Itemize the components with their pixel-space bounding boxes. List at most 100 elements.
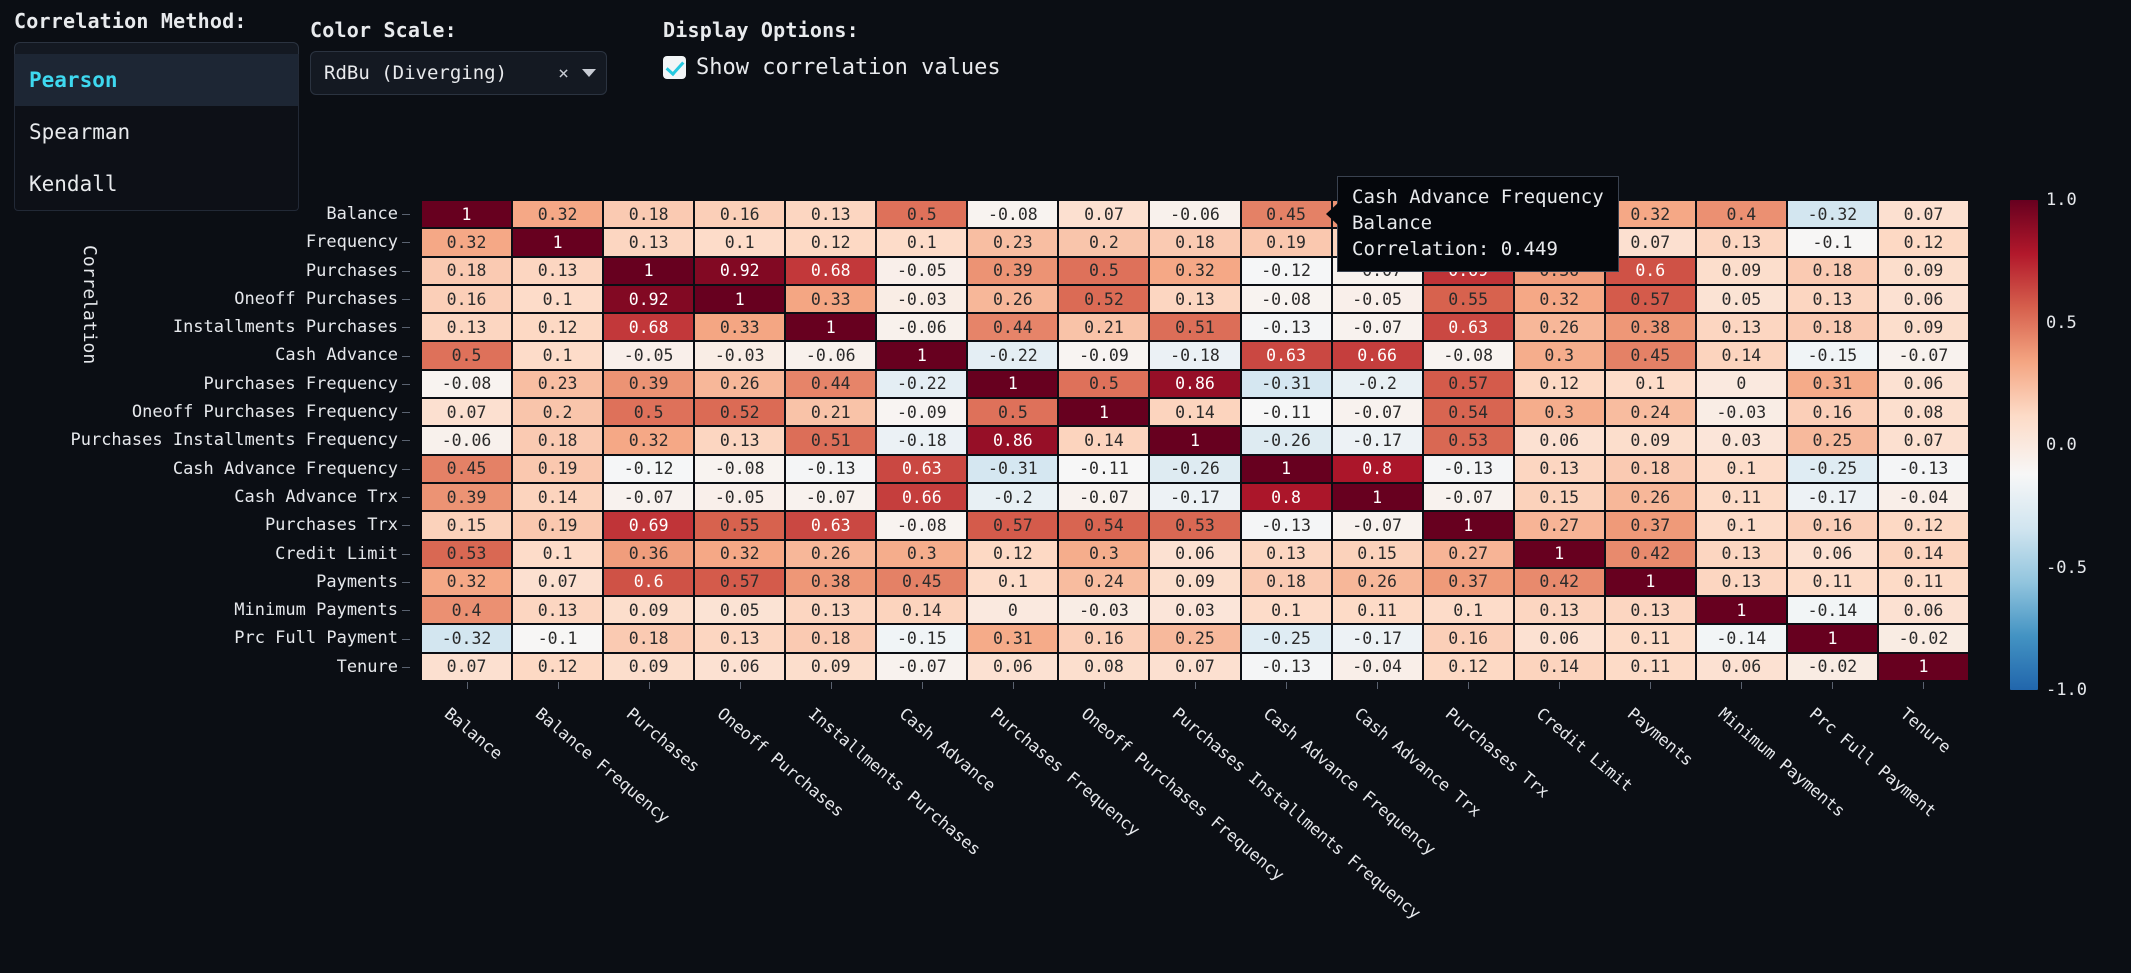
heatmap-cell[interactable]: -0.07 (1331, 511, 1423, 540)
heatmap-cell[interactable]: 0.26 (1331, 567, 1423, 597)
heatmap-cell[interactable]: -0.08 (876, 511, 968, 540)
heatmap-cell[interactable]: 0.57 (967, 511, 1059, 540)
heatmap-cell[interactable]: 0.13 (785, 596, 877, 625)
color-scale-select[interactable]: RdBu (Diverging) × (310, 51, 607, 95)
heatmap-cell[interactable]: -0.11 (1240, 398, 1332, 427)
heatmap-cell[interactable]: 0.06 (1786, 539, 1878, 568)
heatmap-cell[interactable]: 0.07 (1058, 200, 1150, 229)
heatmap-cell[interactable]: 0.14 (512, 482, 604, 512)
heatmap-cell[interactable]: 1 (1422, 511, 1514, 540)
heatmap-cell[interactable]: 0.05 (694, 596, 786, 625)
heatmap-cell[interactable]: 0.68 (785, 256, 877, 285)
heatmap-cell[interactable]: 0.3 (1513, 341, 1605, 370)
correlation-method-dropdown[interactable]: Pearson Spearman Kendall (14, 54, 299, 211)
heatmap-cell[interactable]: 0.07 (1149, 652, 1241, 681)
show-values-row[interactable]: Show correlation values (663, 55, 1001, 80)
heatmap-cell[interactable]: 0.11 (1877, 567, 1969, 597)
heatmap-cell[interactable]: -0.14 (1695, 624, 1787, 653)
heatmap-cell[interactable]: -0.26 (1240, 426, 1332, 455)
heatmap-cell[interactable]: 0.18 (1604, 454, 1696, 483)
heatmap-cell[interactable]: 0.36 (603, 539, 695, 568)
heatmap-cell[interactable]: 0.32 (1604, 200, 1696, 229)
heatmap-cell[interactable]: 1 (1240, 454, 1332, 483)
heatmap-cell[interactable]: 0.09 (603, 596, 695, 625)
heatmap-cell[interactable]: -0.17 (1149, 482, 1241, 512)
heatmap-cell[interactable]: -0.32 (1786, 200, 1878, 229)
heatmap-cell[interactable]: -0.12 (1240, 256, 1332, 285)
heatmap-cell[interactable]: 1 (694, 284, 786, 314)
heatmap-cell[interactable]: 0.32 (421, 567, 513, 597)
heatmap-cell[interactable]: 0.5 (876, 200, 968, 229)
heatmap-cell[interactable]: 0.12 (512, 313, 604, 342)
heatmap-cell[interactable]: -0.07 (1331, 313, 1423, 342)
heatmap-cell[interactable]: 1 (967, 369, 1059, 399)
heatmap-cell[interactable]: -0.08 (1240, 284, 1332, 314)
heatmap-cell[interactable]: 0.11 (1604, 652, 1696, 681)
heatmap-cell[interactable]: 0.5 (421, 341, 513, 370)
heatmap-cell[interactable]: 0.13 (1513, 596, 1605, 625)
heatmap-cell[interactable]: 0.66 (1331, 341, 1423, 370)
heatmap-cell[interactable]: 1 (876, 341, 968, 370)
heatmap-cell[interactable]: 0.4 (421, 596, 513, 625)
heatmap-cell[interactable]: 0.53 (421, 539, 513, 568)
heatmap-cell[interactable]: 0.07 (421, 652, 513, 681)
heatmap-cell[interactable]: 0.45 (876, 567, 968, 597)
heatmap-cell[interactable]: 1 (785, 313, 877, 342)
heatmap-cell[interactable]: 0.16 (1058, 624, 1150, 653)
heatmap-cell[interactable]: 0.3 (1513, 398, 1605, 427)
heatmap-cell[interactable]: 0.33 (785, 284, 877, 314)
heatmap-cell[interactable]: 0.13 (603, 228, 695, 257)
heatmap-cell[interactable]: 0.42 (1604, 539, 1696, 568)
heatmap-cell[interactable]: 0.3 (876, 539, 968, 568)
heatmap-cell[interactable]: 0.66 (876, 482, 968, 512)
heatmap-cell[interactable]: -0.06 (785, 341, 877, 370)
heatmap-cell[interactable]: 0.38 (785, 567, 877, 597)
heatmap-cell[interactable]: 0.06 (967, 652, 1059, 681)
heatmap-cell[interactable]: 0.1 (967, 567, 1059, 597)
heatmap-cell[interactable]: 0.23 (967, 228, 1059, 257)
heatmap-cell[interactable]: 0.09 (1877, 313, 1969, 342)
heatmap-cell[interactable]: 0.18 (1240, 567, 1332, 597)
menu-item-spearman[interactable]: Spearman (29, 120, 131, 144)
heatmap-cell[interactable]: 0.5 (1058, 369, 1150, 399)
heatmap-cell[interactable]: -0.07 (603, 482, 695, 512)
heatmap-cell[interactable]: 0.27 (1513, 511, 1605, 540)
heatmap-cell[interactable]: 0.23 (512, 369, 604, 399)
heatmap-cell[interactable]: 0.07 (1877, 200, 1969, 229)
heatmap-cell[interactable]: 1 (1149, 426, 1241, 455)
heatmap-cell[interactable]: -0.05 (1331, 284, 1423, 314)
heatmap-cell[interactable]: 0.32 (1513, 284, 1605, 314)
heatmap-cell[interactable]: 0.09 (603, 652, 695, 681)
heatmap-cell[interactable]: 0.54 (1058, 511, 1150, 540)
heatmap-cell[interactable]: 0.57 (694, 567, 786, 597)
heatmap-cell[interactable]: 0.52 (1058, 284, 1150, 314)
heatmap-cell[interactable]: 1 (512, 228, 604, 257)
heatmap-cell[interactable]: 0.06 (1149, 539, 1241, 568)
heatmap-cell[interactable]: 0.09 (1877, 256, 1969, 285)
heatmap-cell[interactable]: 0.39 (967, 256, 1059, 285)
heatmap-cell[interactable]: 1 (1786, 624, 1878, 653)
heatmap-cell[interactable]: 0.11 (1331, 596, 1423, 625)
heatmap-cell[interactable]: 0.25 (1786, 426, 1878, 455)
heatmap-cell[interactable]: -0.25 (1786, 454, 1878, 483)
heatmap-cell[interactable]: -0.31 (1240, 369, 1332, 399)
heatmap-cell[interactable]: 0.07 (1877, 426, 1969, 455)
heatmap-cell[interactable]: 0.18 (1786, 256, 1878, 285)
heatmap-cell[interactable]: 0.06 (1513, 426, 1605, 455)
heatmap-cell[interactable]: 0.13 (694, 624, 786, 653)
heatmap-cell[interactable]: 1 (1331, 482, 1423, 512)
heatmap-cell[interactable]: 0.31 (967, 624, 1059, 653)
heatmap-cell[interactable]: -0.1 (512, 624, 604, 653)
heatmap-cell[interactable]: 0.45 (1240, 200, 1332, 229)
heatmap-cell[interactable]: -0.08 (1422, 341, 1514, 370)
heatmap-cell[interactable]: -0.2 (1331, 369, 1423, 399)
menu-item-pearson[interactable]: Pearson (15, 54, 298, 106)
heatmap-cell[interactable]: -0.13 (785, 454, 877, 483)
checkbox-checked-icon[interactable] (663, 56, 686, 79)
heatmap-cell[interactable]: 1 (1058, 398, 1150, 427)
heatmap-cell[interactable]: -0.03 (1695, 398, 1787, 427)
heatmap-cell[interactable]: 0.13 (421, 313, 513, 342)
heatmap-cell[interactable]: 0.31 (1786, 369, 1878, 399)
heatmap-cell[interactable]: -0.06 (1149, 200, 1241, 229)
heatmap-cell[interactable]: -0.14 (1786, 596, 1878, 625)
